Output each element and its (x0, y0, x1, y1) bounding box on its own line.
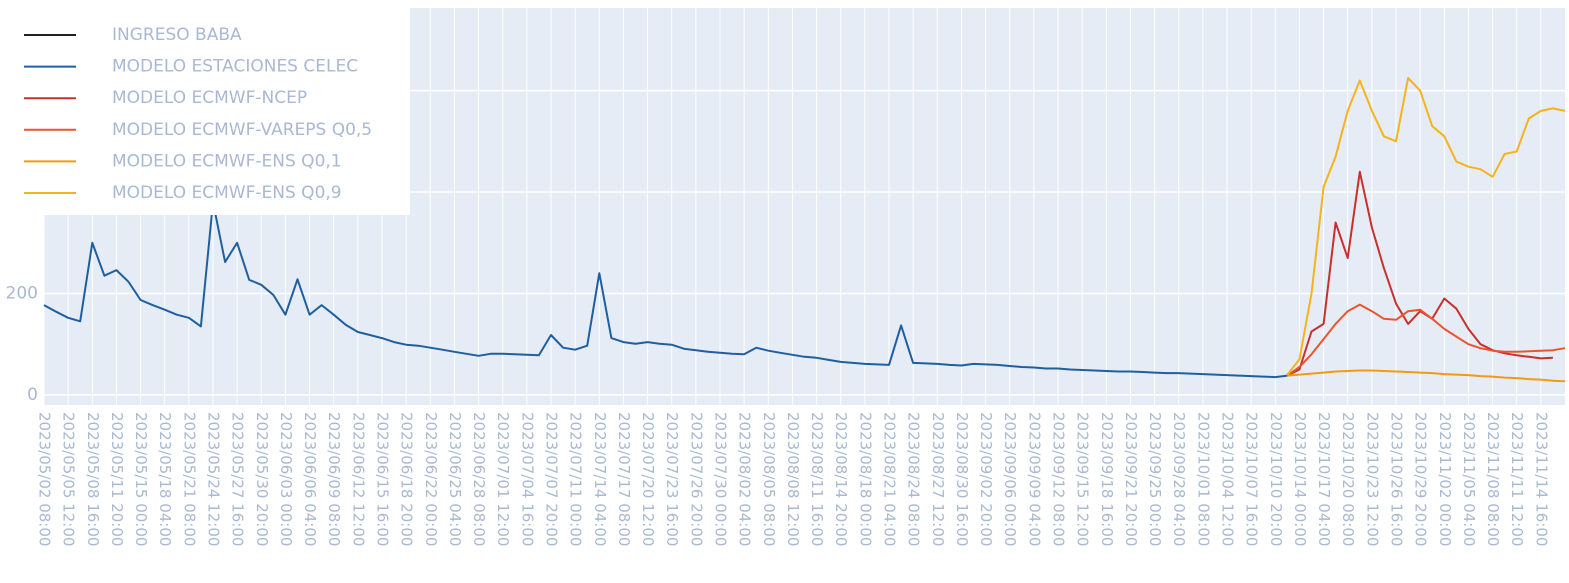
y-tick-label: 0 (27, 385, 38, 405)
x-tick-label: 2023/08/21 04:00 (881, 412, 899, 546)
x-tick-label: 2023/09/09 04:00 (1025, 412, 1043, 546)
x-tick-label: 2023/10/23 12:00 (1363, 412, 1381, 546)
legend-label: MODELO ESTACIONES CELEC (112, 57, 358, 77)
legend-label: MODELO ECMWF-ENS Q0,1 (112, 151, 342, 171)
x-tick-label: 2023/05/30 20:00 (253, 412, 271, 546)
x-tick-label: 2023/06/12 12:00 (349, 412, 367, 546)
x-tick-label: 2023/09/15 12:00 (1074, 412, 1092, 546)
x-tick-label: 2023/05/11 20:00 (108, 412, 126, 546)
x-tick-label: 2023/05/24 12:00 (205, 412, 223, 546)
x-tick-label: 2023/05/27 16:00 (229, 412, 247, 546)
x-tick-label: 2023/09/25 00:00 (1146, 412, 1164, 546)
x-tick-label: 2023/06/15 16:00 (374, 412, 392, 546)
x-tick-label: 2023/09/02 20:00 (977, 412, 995, 546)
y-tick-label: 200 (6, 283, 38, 303)
x-tick-label: 2023/05/02 08:00 (36, 412, 54, 546)
x-tick-label: 2023/10/04 12:00 (1219, 412, 1237, 546)
x-tick-label: 2023/11/05 04:00 (1460, 412, 1478, 546)
x-tick-label: 2023/06/25 04:00 (446, 412, 464, 546)
x-tick-label: 2023/05/21 08:00 (180, 412, 198, 546)
x-tick-label: 2023/07/23 16:00 (663, 412, 681, 546)
x-tick-label: 2023/09/28 04:00 (1170, 412, 1188, 546)
x-tick-label: 2023/10/07 16:00 (1243, 412, 1261, 546)
x-tick-label: 2023/09/12 08:00 (1050, 412, 1068, 546)
series-line (1286, 303, 1566, 377)
x-tick-label: 2023/06/03 00:00 (277, 412, 295, 546)
x-tick-label: 2023/09/21 20:00 (1122, 412, 1140, 546)
x-tick-label: 2023/08/08 12:00 (784, 412, 802, 546)
x-tick-label: 2023/07/07 20:00 (543, 412, 561, 546)
legend-label: MODELO ECMWF-VAREPS Q0,5 (112, 120, 372, 140)
x-tick-label: 2023/06/09 08:00 (325, 412, 343, 546)
x-tick-label: 2023/10/26 16:00 (1388, 412, 1406, 546)
x-tick-label: 2023/07/14 04:00 (591, 412, 609, 546)
x-tick-label: 2023/07/20 12:00 (639, 412, 657, 546)
x-tick-label: 2023/05/08 16:00 (84, 412, 102, 546)
legend-label: INGRESO BABA (112, 25, 242, 45)
x-tick-label: 2023/07/04 16:00 (518, 412, 536, 546)
legend-label: MODELO ECMWF-ENS Q0,9 (112, 183, 342, 203)
x-tick-label: 2023/05/15 00:00 (132, 412, 150, 546)
series-line (43, 201, 1288, 379)
x-tick-label: 2023/07/26 20:00 (687, 412, 705, 546)
x-tick-label: 2023/11/11 12:00 (1508, 412, 1526, 546)
legend: INGRESO BABA MODELO ESTACIONES CELEC MODEL… (0, 0, 410, 215)
x-tick-label: 2023/09/18 16:00 (1098, 412, 1116, 546)
x-tick-label: 2023/07/30 00:00 (712, 412, 730, 546)
x-tick-label: 2023/11/08 08:00 (1484, 412, 1502, 546)
x-tick-label: 2023/10/10 20:00 (1267, 412, 1285, 546)
x-tick-label: 2023/10/17 04:00 (1315, 412, 1333, 546)
series-line (1286, 170, 1553, 377)
series-line (1287, 369, 1566, 383)
x-tick-label: 2023/07/17 08:00 (615, 412, 633, 546)
x-tick-label: 2023/10/20 08:00 (1339, 412, 1357, 546)
x-tick-label: 2023/08/05 08:00 (760, 412, 778, 546)
x-tick-label: 2023/10/29 20:00 (1412, 412, 1430, 546)
x-tick-label: 2023/08/14 20:00 (832, 412, 850, 546)
x-tick-label: 2023/09/06 00:00 (1001, 412, 1019, 546)
x-tick-label: 2023/08/02 04:00 (736, 412, 754, 546)
x-tick-label: 2023/10/14 00:00 (1291, 412, 1309, 546)
x-tick-label: 2023/05/18 04:00 (156, 412, 174, 546)
x-tick-label: 2023/08/11 16:00 (808, 412, 826, 546)
x-tick-label: 2023/08/30 16:00 (953, 412, 971, 546)
x-tick-label: 2023/06/28 08:00 (470, 412, 488, 546)
x-tick-label: 2023/06/18 20:00 (398, 412, 416, 546)
x-tick-label: 2023/08/18 00:00 (856, 412, 874, 546)
series-line (1286, 77, 1566, 376)
x-tick-label: 2023/07/11 00:00 (567, 412, 585, 546)
x-tick-label: 2023/10/01 08:00 (1194, 412, 1212, 546)
x-tick-label: 2023/06/06 04:00 (301, 412, 319, 546)
x-tick-label: 2023/08/27 12:00 (929, 412, 947, 546)
x-tick-label: 2023/06/22 00:00 (422, 412, 440, 546)
x-tick-label: 2023/08/24 08:00 (905, 412, 923, 546)
x-tick-label: 2023/11/14 16:00 (1532, 412, 1550, 546)
legend-label: MODELO ECMWF-NCEP (112, 88, 307, 108)
x-tick-label: 2023/11/02 00:00 (1436, 412, 1454, 546)
x-tick-label: 2023/07/01 12:00 (494, 412, 512, 546)
x-tick-label: 2023/05/05 12:00 (60, 412, 78, 546)
